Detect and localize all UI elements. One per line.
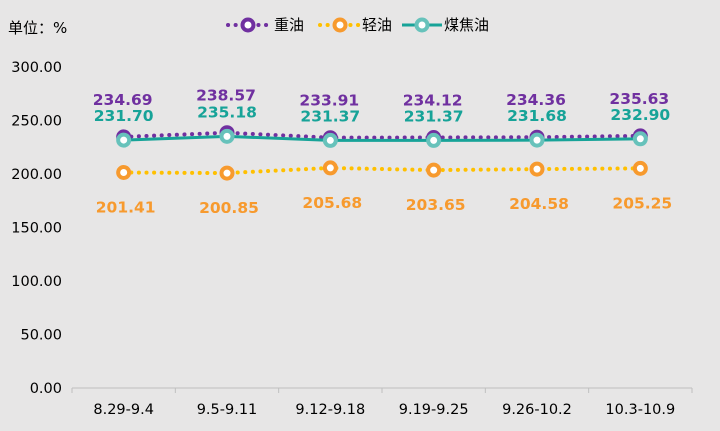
data-label-light: 201.41 xyxy=(96,198,156,216)
data-label-light: 200.85 xyxy=(199,199,259,217)
x-tick-label: 9.19-9.25 xyxy=(399,402,469,418)
data-label-light: 205.25 xyxy=(612,194,672,212)
legend-item-heavy: 重油 xyxy=(226,16,304,34)
data-label-heavy: 233.91 xyxy=(299,92,359,110)
data-label-jet: 235.18 xyxy=(197,103,257,121)
y-tick-label: 150.00 xyxy=(11,221,62,237)
data-point-light xyxy=(632,160,648,176)
data-label-light: 205.68 xyxy=(302,194,362,212)
legend-light-label: 轻油 xyxy=(362,16,392,34)
data-label-jet: 231.37 xyxy=(404,107,464,125)
legend-jet-label: 煤焦油 xyxy=(444,16,489,34)
plot-area: 234.69 238.57 233.91 234.12 234.36 235.63 201.… xyxy=(93,87,672,217)
data-point-light xyxy=(529,161,545,177)
data-point-light xyxy=(426,162,442,178)
unit-label: 单位：% xyxy=(8,19,67,37)
legend-heavy-marker-icon xyxy=(240,17,256,33)
axes: 8.29-9.4 9.5-9.11 9.12-9.18 9.19-9.25 9.26-1… xyxy=(11,60,693,418)
data-label-light: 204.58 xyxy=(509,195,569,213)
data-label-heavy: 235.63 xyxy=(609,90,669,108)
legend-heavy-label: 重油 xyxy=(274,16,304,34)
legend: 重油 轻油 煤焦油 xyxy=(226,16,489,34)
y-tick-label: 250.00 xyxy=(11,114,62,130)
data-point-jet xyxy=(219,128,235,144)
data-label-light: 203.65 xyxy=(406,196,466,214)
y-tick-label: 100.00 xyxy=(11,274,62,290)
y-tick-label: 200.00 xyxy=(11,167,62,183)
legend-jet-marker-icon xyxy=(414,17,430,33)
legend-item-light: 轻油 xyxy=(318,16,392,34)
data-label-heavy: 234.36 xyxy=(506,91,566,109)
data-point-jet xyxy=(529,132,545,148)
data-point-light xyxy=(116,164,132,180)
data-label-jet: 231.70 xyxy=(94,107,154,125)
y-tick-label: 300.00 xyxy=(11,60,62,76)
x-tick-label: 9.5-9.11 xyxy=(197,402,258,418)
data-point-jet xyxy=(632,131,648,147)
data-point-jet xyxy=(116,132,132,148)
series-line-heavy xyxy=(121,130,643,140)
data-point-light xyxy=(219,165,235,181)
data-label-jet: 231.68 xyxy=(507,107,567,125)
x-tick-label: 10.3-10.9 xyxy=(605,402,675,418)
legend-item-jet: 煤焦油 xyxy=(402,16,489,34)
data-label-heavy: 238.57 xyxy=(196,87,256,105)
data-point-jet xyxy=(426,132,442,148)
data-point-jet xyxy=(322,132,338,148)
series-line-light xyxy=(121,165,643,176)
legend-light-marker-icon xyxy=(332,17,348,33)
series-line-jet xyxy=(123,134,641,142)
data-label-jet: 232.90 xyxy=(610,106,670,124)
y-tick-label: 50.00 xyxy=(20,328,62,344)
data-label-heavy: 234.12 xyxy=(403,91,463,109)
y-tick-label: 0.00 xyxy=(30,381,62,397)
x-tick-label: 8.29-9.4 xyxy=(93,402,154,418)
data-label-jet: 231.37 xyxy=(300,107,360,125)
data-label-heavy: 234.69 xyxy=(93,91,153,109)
data-point-light xyxy=(322,160,338,176)
x-tick-label: 9.26-10.2 xyxy=(502,402,572,418)
x-tick-label: 9.12-9.18 xyxy=(295,402,365,418)
